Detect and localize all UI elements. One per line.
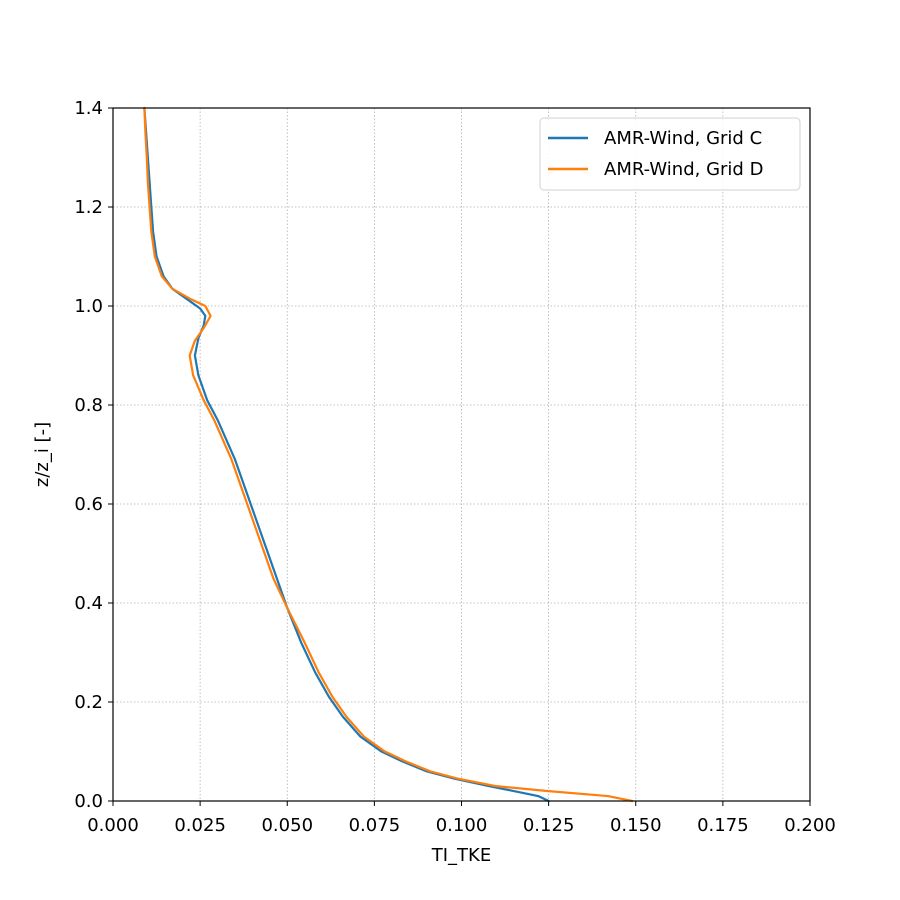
x-tick-label: 0.100 (436, 815, 488, 836)
y-tick-label: 0.8 (74, 395, 103, 416)
x-tick-label: 0.025 (174, 815, 226, 836)
x-axis-label: TI_TKE (431, 845, 491, 866)
x-tick-label: 0.000 (87, 815, 139, 836)
legend: AMR-Wind, Grid C AMR-Wind, Grid D (539, 117, 801, 191)
y-tick-label: 1.4 (74, 98, 103, 119)
legend-label: AMR-Wind, Grid C (604, 128, 762, 149)
series-group (143, 106, 634, 803)
y-axis-ticks: 0.0 0.2 0.4 0.6 0.8 1.0 1.2 1.4 (74, 98, 113, 812)
y-tick-label: 1.0 (74, 296, 103, 317)
x-tick-label: 0.050 (261, 815, 313, 836)
x-tick-label: 0.150 (610, 815, 662, 836)
y-tick-label: 0.0 (74, 791, 103, 812)
x-axis-ticks: 0.000 0.025 0.050 0.075 0.100 0.125 0.150 0.175… (87, 801, 836, 836)
y-tick-label: 0.4 (74, 593, 103, 614)
x-tick-label: 0.200 (784, 815, 836, 836)
grid (112, 107, 811, 802)
x-tick-label: 0.075 (349, 815, 401, 836)
y-tick-label: 1.2 (74, 197, 103, 218)
legend-box (539, 117, 801, 191)
y-axis-label: z/z_i [-] (32, 422, 53, 487)
y-tick-label: 0.6 (74, 494, 103, 515)
series-line-grid-d (143, 106, 634, 803)
series-line-grid-c (143, 106, 550, 803)
x-tick-label: 0.125 (523, 815, 575, 836)
x-tick-label: 0.175 (697, 815, 749, 836)
legend-label: AMR-Wind, Grid D (604, 159, 763, 180)
y-tick-label: 0.2 (74, 692, 103, 713)
